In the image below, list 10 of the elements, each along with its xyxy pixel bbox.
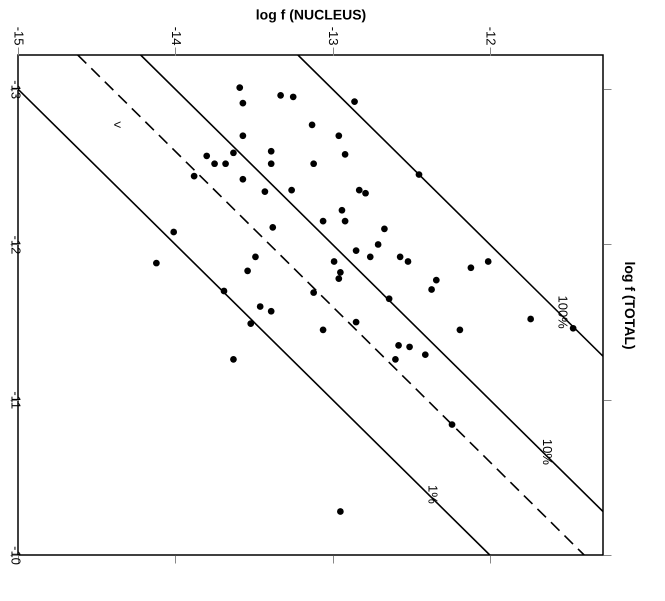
x-tick-label: -13 <box>326 26 342 46</box>
text: 10% <box>540 438 555 466</box>
x-tick-label: -15 <box>12 26 26 46</box>
annotation: < <box>114 117 122 132</box>
text: 100% <box>555 295 570 330</box>
x-axis-title: log f (NUCLEUS) <box>256 6 366 23</box>
x-tick-label: -14 <box>168 26 184 46</box>
y-tick-label: -10 <box>8 546 24 565</box>
x-tick-label: -12 <box>483 26 498 46</box>
y-axis-title: log f (TOTAL) <box>622 261 638 350</box>
